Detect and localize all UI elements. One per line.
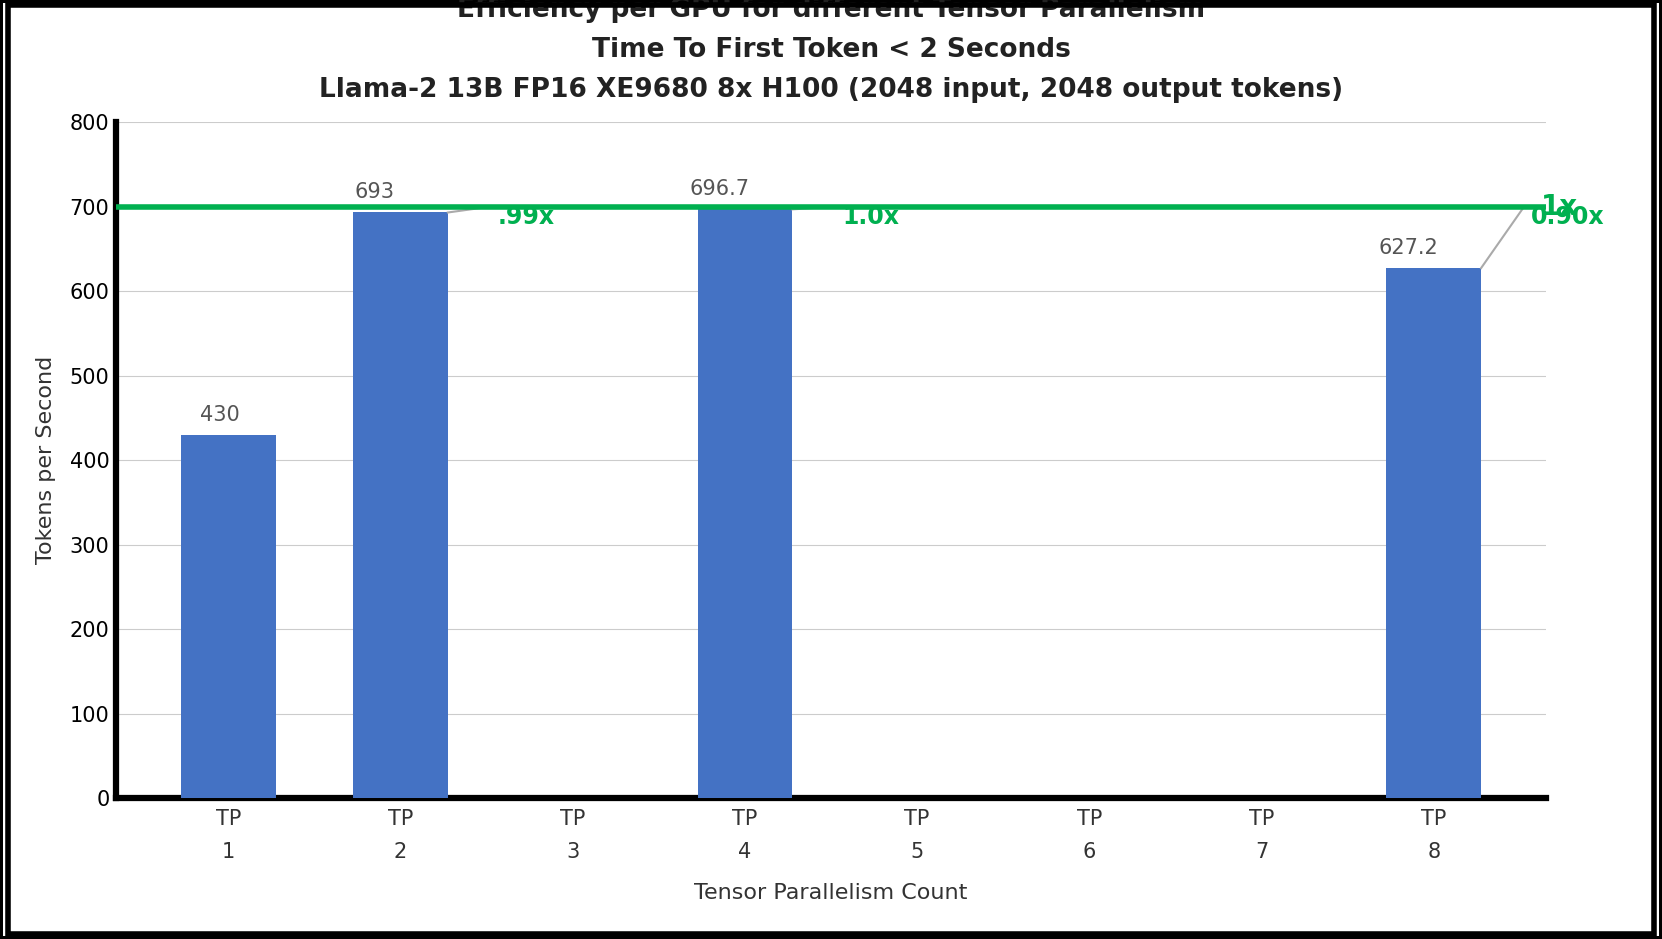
Text: 693: 693 — [354, 182, 394, 202]
Text: 430: 430 — [199, 405, 239, 424]
Text: .99x: .99x — [499, 205, 555, 229]
Text: 1.0x: 1.0x — [843, 205, 899, 229]
Bar — [698, 209, 793, 798]
Bar — [181, 435, 276, 798]
Text: 0.90x: 0.90x — [1531, 205, 1604, 229]
Y-axis label: Tokens per Second: Tokens per Second — [35, 356, 55, 564]
Bar — [352, 212, 447, 798]
Text: 1x: 1x — [1541, 192, 1577, 221]
Text: 627.2: 627.2 — [1378, 238, 1438, 258]
Bar — [1386, 269, 1481, 798]
Title: Efficiency per GPU for different Tensor Parallelism
Time To First Token < 2 Seco: Efficiency per GPU for different Tensor … — [319, 0, 1343, 103]
X-axis label: Tensor Parallelism Count: Tensor Parallelism Count — [695, 883, 967, 903]
Text: 696.7: 696.7 — [690, 179, 750, 199]
